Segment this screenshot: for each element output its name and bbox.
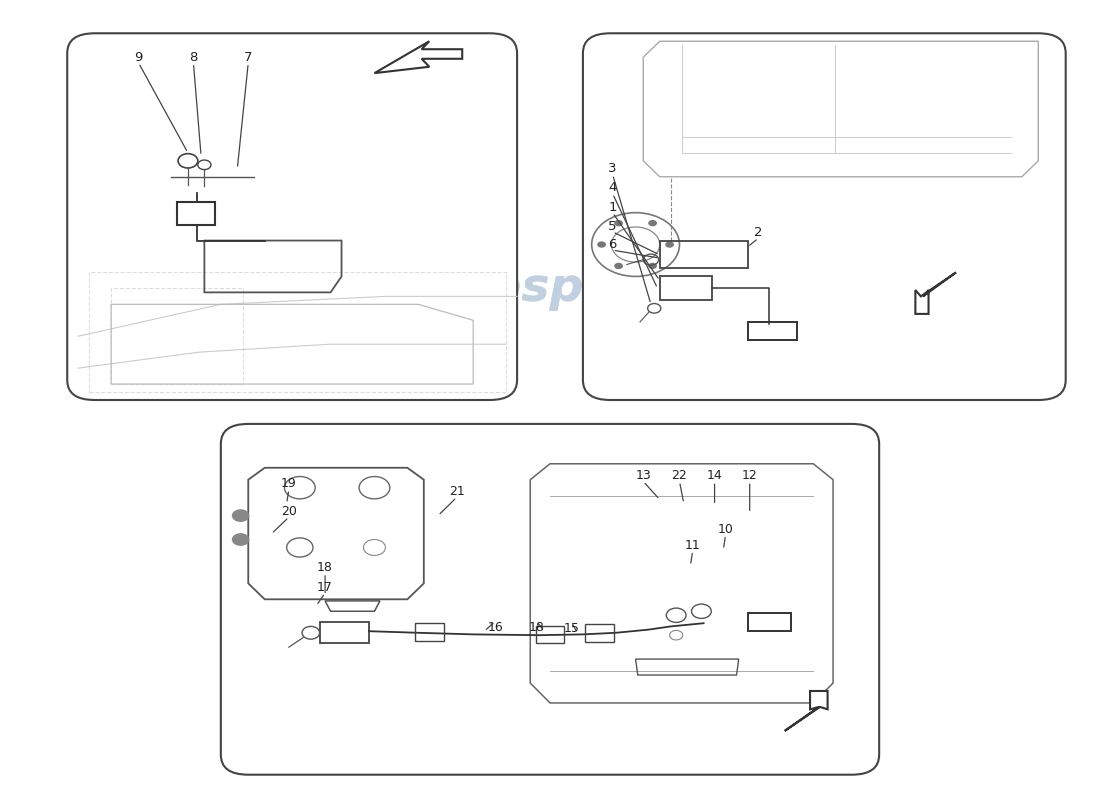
Circle shape	[666, 242, 674, 248]
Text: 3: 3	[608, 162, 617, 175]
Text: 6: 6	[608, 238, 617, 251]
Text: 5: 5	[608, 220, 617, 233]
Text: 12: 12	[741, 470, 758, 482]
Text: 10: 10	[717, 522, 734, 536]
Text: 11: 11	[685, 538, 701, 551]
Circle shape	[614, 262, 623, 269]
Text: eurospares: eurospares	[400, 266, 700, 311]
Text: eurospares: eurospares	[400, 561, 700, 606]
Text: 22: 22	[672, 470, 688, 482]
Polygon shape	[374, 42, 462, 73]
Text: 21: 21	[449, 485, 464, 498]
Text: 18: 18	[529, 621, 544, 634]
Text: 16: 16	[487, 621, 503, 634]
Text: 9: 9	[134, 50, 143, 64]
Text: 17: 17	[317, 581, 333, 594]
Text: 4: 4	[608, 182, 617, 194]
Circle shape	[597, 242, 606, 248]
Circle shape	[648, 262, 657, 269]
Circle shape	[648, 220, 657, 226]
FancyBboxPatch shape	[67, 34, 517, 400]
FancyBboxPatch shape	[221, 424, 879, 774]
Circle shape	[232, 510, 250, 522]
Text: 19: 19	[280, 478, 297, 490]
Text: 2: 2	[755, 226, 762, 239]
Text: 18: 18	[317, 561, 333, 574]
Text: eurospares: eurospares	[400, 266, 700, 311]
Text: 7: 7	[244, 50, 253, 64]
Text: 15: 15	[564, 622, 580, 635]
Circle shape	[614, 220, 623, 226]
Text: 20: 20	[280, 505, 297, 518]
Polygon shape	[784, 691, 827, 731]
Text: 1: 1	[608, 201, 617, 214]
FancyBboxPatch shape	[583, 34, 1066, 400]
Text: 13: 13	[636, 470, 651, 482]
Text: 14: 14	[706, 470, 723, 482]
Circle shape	[232, 533, 250, 546]
Text: 8: 8	[189, 50, 198, 64]
Polygon shape	[915, 273, 956, 314]
